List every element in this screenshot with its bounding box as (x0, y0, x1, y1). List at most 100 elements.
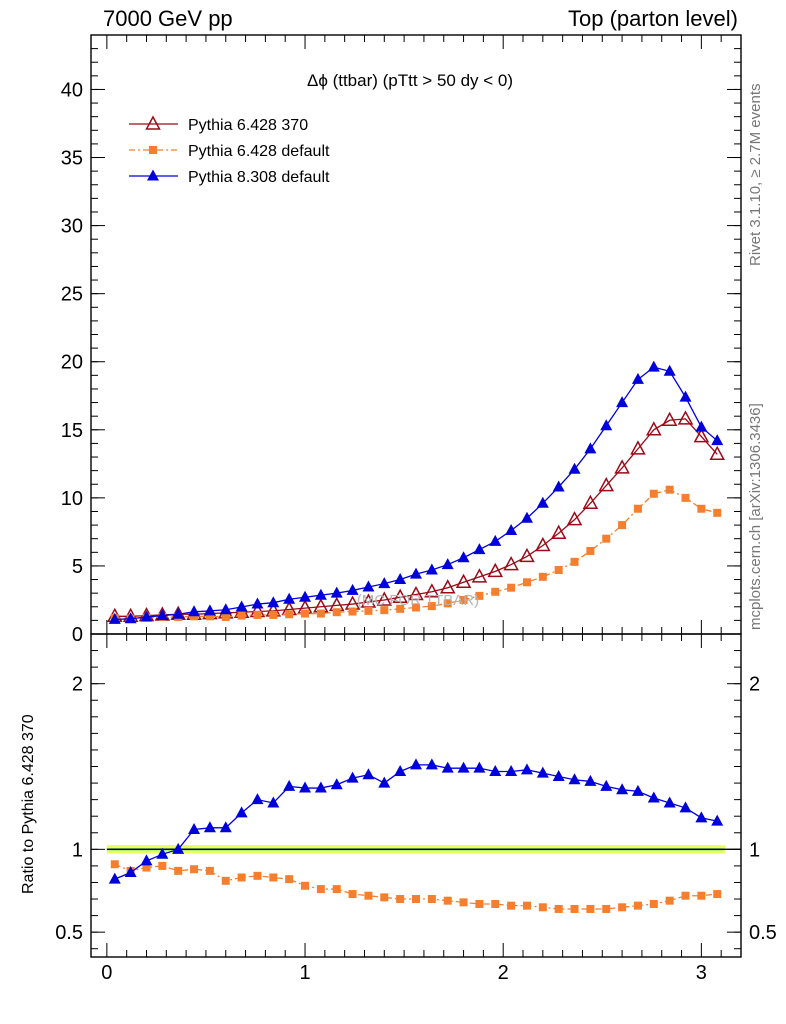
p6-default-point (538, 572, 547, 581)
p6-default-ratio-point (364, 891, 373, 900)
y-tick-label: 35 (61, 148, 83, 170)
p8-default-point (219, 603, 232, 615)
p6-default-ratio-point (427, 895, 436, 904)
p8-default-ratio-point (124, 866, 137, 878)
p6-default-ratio-point (475, 899, 484, 908)
p8-default-point (251, 597, 264, 609)
p8-default-point (473, 543, 486, 555)
chart-title: Δϕ (ttbar) (pTtt > 50 dy < 0) (307, 71, 513, 90)
p6-default-ratio-point (380, 893, 389, 902)
p6-default-ratio-point (443, 896, 452, 905)
y-tick-label-right: 2 (749, 674, 760, 696)
p8-default-ratio-point (203, 821, 216, 833)
p6-370-point (535, 536, 551, 552)
p6-default-ratio-point (649, 899, 658, 908)
p8-default-ratio-point (711, 814, 724, 826)
p8-default-ratio-point (188, 822, 201, 834)
y-tick-label: 30 (61, 216, 83, 238)
p8-default-ratio-point (679, 801, 692, 813)
p6-default-ratio-point (396, 895, 405, 904)
p8-default-point (378, 577, 391, 589)
p8-default-ratio-point (520, 763, 533, 775)
p8-default-ratio-point (536, 766, 549, 778)
p8-default-ratio-point (568, 773, 581, 785)
p6-default-point (380, 606, 389, 615)
p6-default-ratio-point (174, 866, 183, 875)
p8-default-point (394, 573, 407, 585)
ratio-series (106, 758, 741, 913)
p6-default-ratio-point (110, 860, 119, 869)
p8-default-ratio-point (600, 779, 613, 791)
p8-default-point (156, 609, 169, 621)
p8-default-ratio-point (616, 783, 629, 795)
p6-default-point (570, 557, 579, 566)
p6-default-point (681, 493, 690, 502)
p6-default-point (332, 608, 341, 617)
p6-370-point (392, 588, 408, 603)
p6-default-ratio-point (681, 891, 690, 900)
p6-370-point (693, 428, 710, 443)
p8-default-point (235, 600, 248, 612)
p6-370-point (598, 477, 615, 492)
p6-370-point (455, 573, 472, 589)
p8-default-point (457, 551, 470, 563)
p6-default-ratio-point (221, 876, 230, 885)
p6-370-point (550, 524, 567, 540)
p6-default-ratio-point (332, 885, 341, 894)
legend-label-p6-default: Pythia 6.428 default (188, 143, 330, 160)
p8-default-ratio-point (473, 761, 486, 773)
p6-default-ratio-point (412, 895, 420, 904)
p6-default-point (412, 603, 420, 612)
rivet-version-label: Rivet 3.1.10, ≥ 2.7M events (747, 83, 764, 267)
p6-370-point (566, 511, 583, 526)
p6-default-point (269, 610, 278, 619)
p8-default-ratio-point (108, 872, 121, 884)
p6-default-ratio-point (285, 875, 294, 884)
p8-default-point (108, 612, 121, 624)
y-tick-label: 5 (72, 556, 83, 578)
p8-default-point (172, 607, 185, 619)
p8-default-ratio-point (219, 821, 232, 833)
p8-default-ratio-point (267, 796, 280, 808)
p6-370-point (471, 568, 488, 583)
legend-marker-p8-default (147, 169, 159, 181)
p8-default-point (663, 364, 676, 376)
y-tick-label: 1 (72, 839, 83, 861)
p8-default-point (346, 583, 359, 595)
p6-default-point (396, 604, 405, 613)
legend: Pythia 6.428 370 Pythia 6.428 default Pyth… (129, 115, 330, 186)
p6-default-ratio-point (269, 873, 278, 882)
x-tick-label: 0 (101, 962, 112, 984)
y-tick-label-right: 0.5 (749, 922, 777, 944)
main-series (107, 360, 725, 624)
p8-default-point (410, 567, 422, 579)
p8-default-point (647, 360, 660, 372)
p6-default-point (205, 612, 214, 621)
legend-marker-p6-370 (145, 115, 161, 130)
p8-default-ratio-point (584, 774, 597, 786)
p6-370-point (614, 459, 630, 474)
p8-default-ratio-point (283, 779, 296, 791)
p8-default-point (584, 442, 597, 454)
p8-default-point (489, 534, 502, 546)
p6-default-point (475, 591, 484, 600)
p6-370-point (503, 555, 519, 571)
p6-default-ratio-point (491, 899, 500, 908)
p6-370-point (439, 579, 456, 594)
y-tick-label: 2 (72, 674, 83, 696)
p6-370-point (408, 585, 424, 601)
p8-default-point (362, 580, 375, 592)
y-tick-label: 20 (61, 352, 83, 374)
p6-default-point (586, 546, 595, 555)
p8-default-point (267, 596, 280, 608)
p6-370-point (677, 410, 694, 425)
y-tick-label: 25 (61, 284, 83, 306)
p8-default-point (314, 588, 327, 600)
p8-default-point (568, 462, 581, 474)
y-tick-label: 15 (61, 420, 83, 442)
p6-default-point (713, 508, 722, 517)
p6-370-line (114, 418, 718, 617)
p6-default-point (459, 595, 468, 604)
y-tick-label: 40 (61, 79, 83, 101)
y-tick-label: 10 (61, 488, 83, 510)
